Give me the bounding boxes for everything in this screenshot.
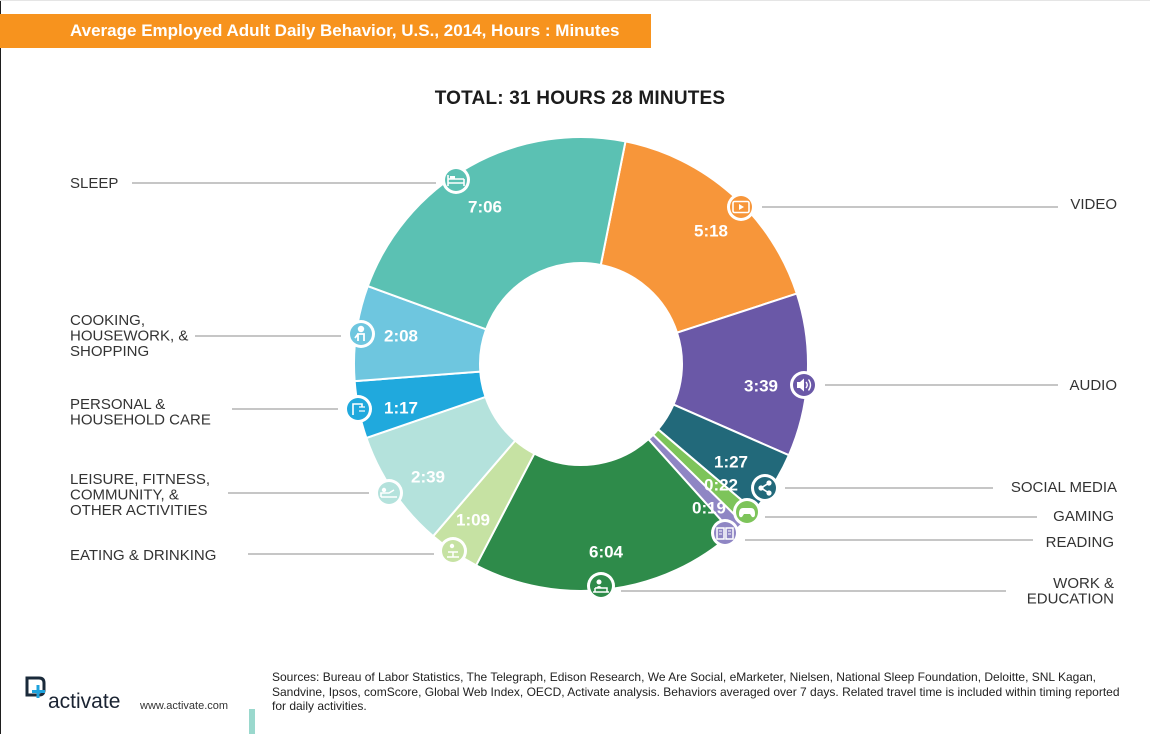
lounge-icon: [375, 479, 403, 507]
value-label-cooking: 2:08: [384, 326, 418, 345]
value-label-sleep: 7:06: [468, 197, 502, 216]
decorative-accent-bar: [249, 709, 255, 734]
category-label-eating-drinking: EATING & DRINKING: [70, 547, 216, 564]
value-label-social-media: 1:27: [714, 452, 748, 471]
slice-work-education: [474, 437, 735, 592]
header-banner: Average Employed Adult Daily Behavior, U…: [0, 14, 651, 48]
category-label-video: VIDEO: [1070, 196, 1117, 213]
bed-icon: [442, 166, 470, 194]
value-label-work-education: 6:04: [589, 542, 624, 561]
value-label-audio: 3:39: [744, 376, 778, 395]
sources-note: Sources: Bureau of Labor Statistics, The…: [272, 670, 1120, 713]
category-label-gaming: GAMING: [1053, 508, 1114, 525]
slice-video: [599, 140, 799, 334]
slice-audio: [672, 292, 809, 457]
frame-border-left: [0, 0, 1, 734]
logo-text: activate: [48, 690, 121, 713]
value-label-gaming: 0:22: [704, 475, 738, 494]
gamepad-icon: [733, 498, 761, 526]
category-label-audio: AUDIO: [1069, 377, 1117, 394]
chef-icon: [347, 320, 375, 348]
value-label-video: 5:18: [694, 221, 728, 240]
audio-icon: [790, 371, 818, 399]
value-label-personal-care: 1:17: [384, 398, 418, 417]
category-label-social-media: SOCIAL MEDIA: [1011, 479, 1117, 496]
category-label-sleep: SLEEP: [70, 175, 118, 192]
chart-total-title: TOTAL: 31 HOURS 28 MINUTES: [434, 88, 726, 109]
activate-logo-icon: [25, 676, 46, 698]
website-url[interactable]: www.activate.com: [140, 700, 229, 712]
share-icon: [751, 474, 779, 502]
frame-border-top: [0, 0, 1150, 1]
category-label-reading: READING: [1046, 534, 1114, 551]
slice-sleep: [366, 136, 627, 331]
value-label-reading: 0:19: [692, 498, 726, 517]
desk-icon: [587, 572, 615, 600]
category-label-cooking: COOKING, HOUSEWORK, & SHOPPING: [70, 312, 188, 360]
shower-icon: [344, 395, 372, 423]
book-icon: [711, 519, 739, 547]
category-label-personal-care: PERSONAL & HOUSEHOLD CARE: [70, 396, 211, 429]
category-label-leisure: LEISURE, FITNESS, COMMUNITY, & OTHER ACTIV…: [70, 471, 210, 519]
category-label-work-education: WORK & EDUCATION: [1027, 575, 1114, 608]
value-label-leisure: 2:39: [411, 467, 445, 486]
dining-icon: [439, 537, 467, 565]
value-label-eating-drinking: 1:09: [456, 510, 490, 529]
video-icon: [727, 193, 755, 221]
